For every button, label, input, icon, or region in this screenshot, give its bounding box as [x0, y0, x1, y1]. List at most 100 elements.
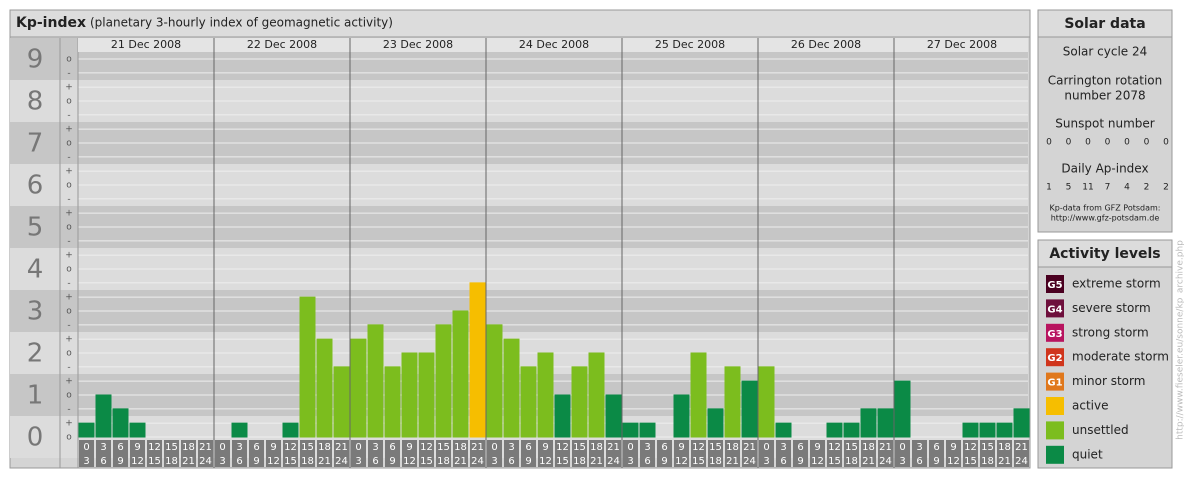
y-minor-tick-label: -: [67, 404, 70, 414]
x-tick-label: 9: [797, 456, 803, 467]
bar: [418, 352, 435, 438]
x-tick-label: 24: [607, 456, 620, 467]
legend-label: minor storm: [1072, 374, 1145, 388]
x-tick-label: 18: [709, 456, 722, 467]
x-tick-label: 6: [525, 442, 531, 453]
time-cell: [130, 440, 145, 467]
x-tick-label: 9: [814, 442, 820, 453]
bar: [860, 408, 877, 438]
legend-label: active: [1072, 399, 1108, 413]
y-minor-tick-label: +: [65, 251, 73, 261]
time-cell: [640, 440, 655, 467]
legend-label: severe storm: [1072, 301, 1151, 315]
x-tick-label: 21: [454, 456, 467, 467]
y-tick-label: 8: [27, 87, 44, 117]
x-tick-label: 12: [403, 456, 416, 467]
x-tick-label: 15: [709, 442, 722, 453]
ap-value: 2: [1163, 183, 1169, 193]
time-cell: [793, 440, 808, 467]
y-minor-tick-label: o: [66, 223, 72, 233]
x-tick-label: 9: [134, 442, 140, 453]
carrington: Carrington rotation: [1048, 74, 1162, 88]
x-tick-label: 24: [471, 456, 484, 467]
time-cell: [198, 440, 213, 467]
x-tick-label: 18: [573, 456, 586, 467]
legend-swatch: [1046, 445, 1064, 464]
x-tick-label: 12: [692, 442, 705, 453]
time-cell: [96, 440, 111, 467]
x-tick-label: 6: [389, 442, 395, 453]
x-tick-label: 21: [590, 456, 603, 467]
legend-label: strong storm: [1072, 325, 1149, 339]
time-cell: [572, 440, 587, 467]
x-tick-label: 9: [406, 442, 412, 453]
x-tick-label: 3: [508, 442, 514, 453]
x-tick-label: 6: [661, 442, 667, 453]
legend-label: unsettled: [1072, 423, 1129, 437]
y-minor-tick-label: o: [66, 139, 72, 149]
day-label: 25 Dec 2008: [655, 38, 725, 51]
x-tick-label: 21: [607, 442, 620, 453]
x-tick-label: 21: [998, 456, 1011, 467]
time-cell: [997, 440, 1012, 467]
y-minor-tick-label: -: [67, 320, 70, 330]
time-cell: [113, 440, 128, 467]
y-minor-tick-label: o: [66, 55, 72, 65]
legend-swatch: [1046, 275, 1064, 293]
x-tick-label: 15: [692, 456, 705, 467]
bar: [1013, 408, 1030, 438]
legend-badge: G5: [1047, 280, 1062, 291]
y-minor-tick-label: o: [66, 433, 72, 443]
bar: [775, 422, 792, 438]
sunspot-value: 0: [1105, 138, 1111, 148]
x-tick-label: 6: [117, 442, 123, 453]
time-cell: [266, 440, 281, 467]
x-tick-label: 3: [780, 442, 786, 453]
bar: [996, 422, 1013, 438]
bar: [112, 408, 129, 438]
y-minor-tick-label: o: [66, 265, 72, 275]
x-tick-label: 21: [182, 456, 195, 467]
x-tick-label: 3: [899, 456, 905, 467]
time-cell: [742, 440, 757, 467]
panel-title: Activity levels: [1049, 246, 1160, 262]
x-tick-label: 24: [199, 456, 212, 467]
bar: [333, 366, 350, 438]
x-tick-label: 18: [318, 442, 331, 453]
bar: [826, 422, 843, 438]
y-minor-tick-label: +: [65, 125, 73, 135]
x-tick-label: 3: [491, 456, 497, 467]
bar: [384, 366, 401, 438]
x-tick-label: 18: [845, 456, 858, 467]
x-tick-label: 15: [284, 456, 297, 467]
time-cell: [963, 440, 978, 467]
x-tick-label: 18: [981, 456, 994, 467]
bar: [299, 296, 316, 438]
time-cell: [980, 440, 995, 467]
x-tick-label: 18: [454, 442, 467, 453]
x-tick-label: 12: [284, 442, 297, 453]
x-tick-label: 3: [355, 456, 361, 467]
time-cell: [844, 440, 859, 467]
time-cell: [385, 440, 400, 467]
x-tick-label: 0: [355, 442, 361, 453]
x-tick-label: 9: [117, 456, 123, 467]
bar: [894, 380, 911, 438]
carrington: number 2078: [1064, 89, 1145, 103]
x-tick-label: 21: [471, 442, 484, 453]
bar: [554, 394, 571, 438]
bar: [690, 352, 707, 438]
time-cell: [929, 440, 944, 467]
time-cell: [538, 440, 553, 467]
bar: [435, 324, 452, 438]
chart-title: Kp-index: [16, 15, 86, 31]
sunspot-value: 0: [1046, 138, 1052, 148]
day-label: 22 Dec 2008: [247, 38, 317, 51]
day-label: 24 Dec 2008: [519, 38, 589, 51]
bar: [401, 352, 418, 438]
x-tick-label: 12: [267, 456, 280, 467]
bar: [537, 352, 554, 438]
legend-title-bar: [1037, 239, 1173, 268]
title-bar: [9, 9, 1031, 38]
